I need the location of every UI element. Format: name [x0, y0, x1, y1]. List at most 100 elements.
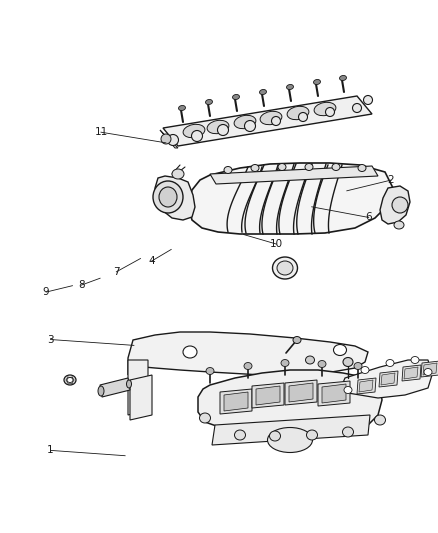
- Ellipse shape: [267, 427, 312, 453]
- Text: 2: 2: [386, 175, 393, 185]
- Ellipse shape: [153, 181, 183, 213]
- Ellipse shape: [234, 430, 245, 440]
- Polygon shape: [130, 375, 152, 420]
- Polygon shape: [100, 378, 130, 397]
- Ellipse shape: [277, 164, 285, 171]
- Text: 9: 9: [42, 287, 49, 297]
- Ellipse shape: [269, 431, 280, 441]
- Polygon shape: [219, 389, 251, 414]
- Polygon shape: [128, 332, 367, 376]
- Text: 8: 8: [78, 280, 85, 290]
- Ellipse shape: [260, 111, 281, 125]
- Polygon shape: [378, 371, 397, 387]
- Polygon shape: [321, 384, 345, 403]
- Ellipse shape: [272, 257, 297, 279]
- Text: 11: 11: [94, 127, 107, 137]
- Ellipse shape: [292, 336, 300, 343]
- Ellipse shape: [305, 356, 314, 364]
- Ellipse shape: [363, 95, 372, 104]
- Ellipse shape: [232, 94, 239, 100]
- Ellipse shape: [342, 358, 352, 367]
- Ellipse shape: [306, 430, 317, 440]
- Polygon shape: [223, 392, 247, 411]
- Text: 1: 1: [47, 446, 54, 455]
- Ellipse shape: [276, 261, 292, 275]
- Ellipse shape: [357, 165, 365, 172]
- Ellipse shape: [67, 377, 73, 383]
- Ellipse shape: [64, 375, 76, 385]
- Polygon shape: [288, 383, 312, 402]
- Ellipse shape: [391, 197, 407, 213]
- Polygon shape: [401, 365, 420, 381]
- Ellipse shape: [423, 368, 431, 376]
- Ellipse shape: [98, 386, 104, 396]
- Polygon shape: [356, 378, 375, 394]
- Ellipse shape: [172, 169, 184, 179]
- Ellipse shape: [205, 100, 212, 104]
- Ellipse shape: [251, 165, 258, 172]
- Ellipse shape: [167, 134, 178, 146]
- Ellipse shape: [331, 164, 339, 171]
- Ellipse shape: [159, 187, 177, 207]
- Polygon shape: [159, 130, 177, 148]
- Ellipse shape: [217, 125, 228, 135]
- Ellipse shape: [333, 344, 346, 356]
- Polygon shape: [358, 380, 372, 392]
- Text: 4: 4: [148, 256, 155, 266]
- Ellipse shape: [353, 362, 361, 369]
- Ellipse shape: [342, 427, 353, 437]
- Polygon shape: [403, 367, 417, 379]
- Polygon shape: [251, 383, 283, 408]
- Text: 10: 10: [269, 239, 283, 249]
- Ellipse shape: [352, 103, 360, 112]
- Ellipse shape: [126, 380, 131, 388]
- Polygon shape: [128, 360, 148, 415]
- Polygon shape: [420, 361, 438, 377]
- Ellipse shape: [286, 84, 293, 90]
- Ellipse shape: [317, 360, 325, 367]
- Ellipse shape: [233, 115, 255, 128]
- Text: 3: 3: [47, 335, 54, 344]
- Ellipse shape: [259, 90, 266, 94]
- Ellipse shape: [298, 112, 307, 122]
- Ellipse shape: [313, 79, 320, 85]
- Ellipse shape: [360, 367, 368, 374]
- Ellipse shape: [339, 76, 346, 80]
- Polygon shape: [162, 96, 371, 146]
- Ellipse shape: [385, 359, 393, 367]
- Ellipse shape: [223, 166, 231, 174]
- Polygon shape: [255, 386, 279, 405]
- Text: 7: 7: [113, 267, 120, 277]
- Ellipse shape: [314, 102, 335, 116]
- Polygon shape: [380, 373, 394, 385]
- Ellipse shape: [374, 415, 385, 425]
- Polygon shape: [209, 166, 377, 184]
- Ellipse shape: [244, 362, 251, 369]
- Polygon shape: [317, 381, 349, 406]
- Ellipse shape: [393, 221, 403, 229]
- Polygon shape: [187, 163, 392, 234]
- Ellipse shape: [271, 117, 280, 125]
- Ellipse shape: [304, 164, 312, 171]
- Ellipse shape: [178, 106, 185, 110]
- Text: 6: 6: [364, 213, 371, 222]
- Polygon shape: [341, 360, 431, 398]
- Polygon shape: [198, 370, 381, 436]
- Ellipse shape: [199, 413, 210, 423]
- Ellipse shape: [207, 120, 228, 134]
- Ellipse shape: [280, 359, 288, 367]
- Ellipse shape: [410, 357, 418, 364]
- Polygon shape: [284, 380, 316, 405]
- Polygon shape: [155, 176, 194, 220]
- Ellipse shape: [191, 131, 202, 141]
- Polygon shape: [379, 186, 409, 224]
- Ellipse shape: [244, 120, 255, 132]
- Ellipse shape: [183, 124, 205, 138]
- Ellipse shape: [183, 346, 197, 358]
- Ellipse shape: [343, 386, 351, 393]
- Ellipse shape: [286, 106, 308, 120]
- Ellipse shape: [325, 108, 334, 117]
- Polygon shape: [212, 415, 369, 445]
- Ellipse shape: [161, 134, 171, 144]
- Ellipse shape: [205, 367, 213, 375]
